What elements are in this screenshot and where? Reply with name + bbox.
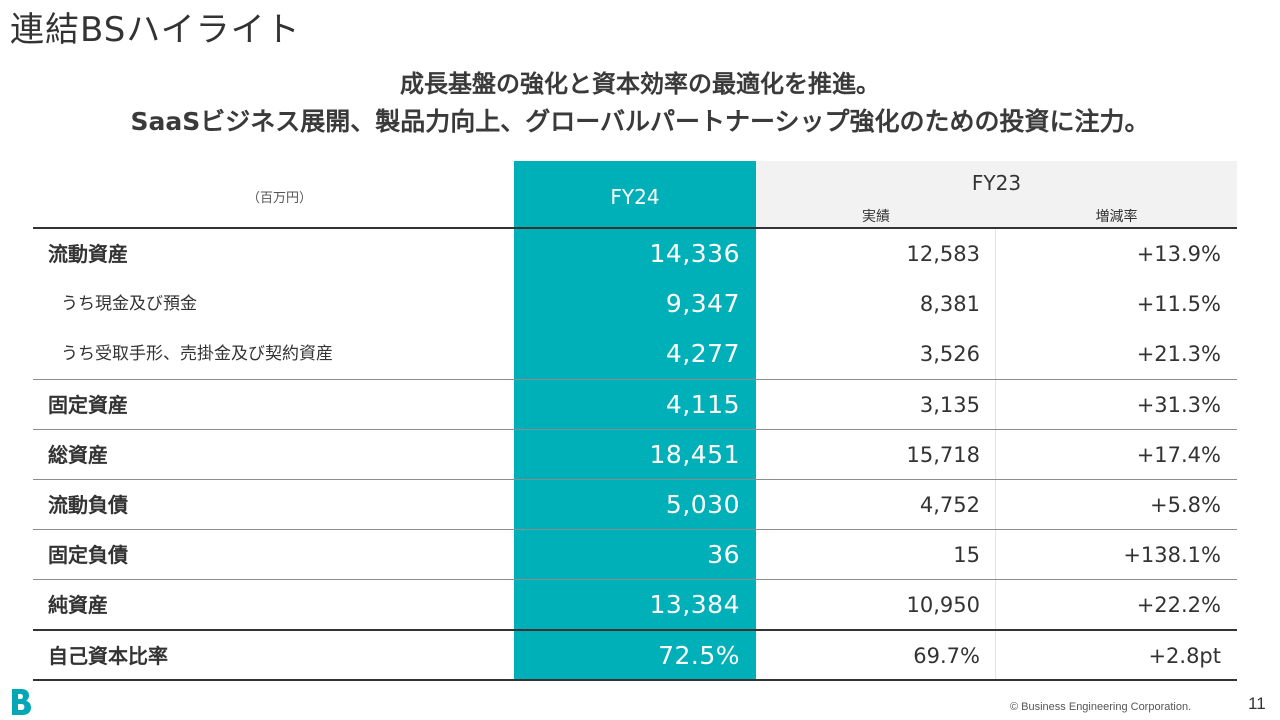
fy24-value: 72.5% xyxy=(658,641,740,670)
table-row: うち現金及び預金 9,347 8,381 +11.5% xyxy=(33,279,1237,329)
fy23-value: 3,526 xyxy=(919,342,980,366)
growth-rate-value: +21.3% xyxy=(1136,342,1221,366)
row-divider xyxy=(33,429,1237,430)
row-label: 自己資本比率 xyxy=(48,644,168,668)
table-row: 流動負債 5,030 4,752 +5.8% xyxy=(33,480,1237,530)
fy23-value: 15,718 xyxy=(906,443,980,467)
fy24-value: 9,347 xyxy=(665,289,740,318)
row-label: 流動資産 xyxy=(48,242,128,266)
table-row: 固定負債 36 15 +138.1% xyxy=(33,530,1237,580)
fy23-value: 3,135 xyxy=(919,393,980,417)
row-divider xyxy=(33,379,1237,380)
growth-rate-value: +2.8pt xyxy=(1148,644,1221,668)
fy23-value: 15 xyxy=(953,543,980,567)
growth-rate-value: +22.2% xyxy=(1136,593,1221,617)
fy23-value: 4,752 xyxy=(919,493,980,517)
fy24-value: 14,336 xyxy=(649,239,740,268)
subtitle-line-1: 成長基盤の強化と資本効率の最適化を推進。 xyxy=(400,70,880,98)
table-row: 総資産 18,451 15,718 +17.4% xyxy=(33,430,1237,480)
fy24-value: 4,277 xyxy=(665,339,740,368)
header-rule xyxy=(33,227,1237,229)
balance-sheet-table: （百万円） FY24 FY23 実績 増減率 流動資産 14,336 12,58… xyxy=(33,161,1237,681)
fy24-value: 5,030 xyxy=(665,490,740,519)
fy23-value: 10,950 xyxy=(906,593,980,617)
fy23-header-background xyxy=(756,161,1237,228)
column-divider xyxy=(995,228,996,680)
growth-rate-value: +5.8% xyxy=(1150,493,1221,517)
fy23-value: 8,381 xyxy=(919,292,980,316)
table-row: 流動資産 14,336 12,583 +13.9% xyxy=(33,229,1237,279)
growth-rate-value: +13.9% xyxy=(1136,242,1221,266)
company-logo xyxy=(12,689,31,715)
table-row: 固定資産 4,115 3,135 +31.3% xyxy=(33,380,1237,430)
unit-label: （百万円） xyxy=(247,191,313,206)
row-label: 固定資産 xyxy=(48,393,128,417)
row-divider-bold xyxy=(33,629,1237,631)
row-label: 流動負債 xyxy=(48,493,128,517)
fy24-value: 4,115 xyxy=(665,390,740,419)
table-bottom-rule xyxy=(33,679,1237,681)
page-number: 11 xyxy=(1248,694,1266,713)
fy24-value: 36 xyxy=(707,540,740,569)
table-row: 純資産 13,384 10,950 +22.2% xyxy=(33,580,1237,630)
growth-rate-value: +31.3% xyxy=(1136,393,1221,417)
table-row: うち受取手形、売掛金及び契約資産 4,277 3,526 +21.3% xyxy=(33,329,1237,379)
row-label: うち受取手形、売掛金及び契約資産 xyxy=(61,344,333,364)
fy24-highlight-column xyxy=(514,161,756,681)
growth-rate-value: +17.4% xyxy=(1136,443,1221,467)
subtitle-line-2: SaaSビジネス展開、製品力向上、グローバルパートナーシップ強化のための投資に注… xyxy=(130,107,1150,136)
column-header-fy24: FY24 xyxy=(610,185,660,209)
fy24-value: 13,384 xyxy=(649,590,740,619)
table-row: 自己資本比率 72.5% 69.7% +2.8pt xyxy=(33,631,1237,681)
row-label: うち現金及び預金 xyxy=(61,294,197,314)
row-divider xyxy=(33,579,1237,580)
column-header-fy23-actual: 実績 xyxy=(862,209,890,225)
slide-title: 連結BSハイライト xyxy=(10,10,301,50)
row-divider xyxy=(33,479,1237,480)
column-header-fy23: FY23 xyxy=(971,171,1022,195)
row-label: 固定負債 xyxy=(48,543,128,567)
row-label: 純資産 xyxy=(48,593,108,617)
row-divider xyxy=(33,529,1237,530)
row-label: 総資産 xyxy=(48,443,108,467)
copyright-notice: © Business Engineering Corporation. xyxy=(1010,701,1192,713)
fy24-value: 18,451 xyxy=(649,440,740,469)
fy23-value: 69.7% xyxy=(913,644,980,668)
fy23-value: 12,583 xyxy=(906,242,980,266)
growth-rate-value: +138.1% xyxy=(1123,543,1221,567)
column-header-growth-rate: 増減率 xyxy=(1095,209,1138,225)
growth-rate-value: +11.5% xyxy=(1136,292,1221,316)
